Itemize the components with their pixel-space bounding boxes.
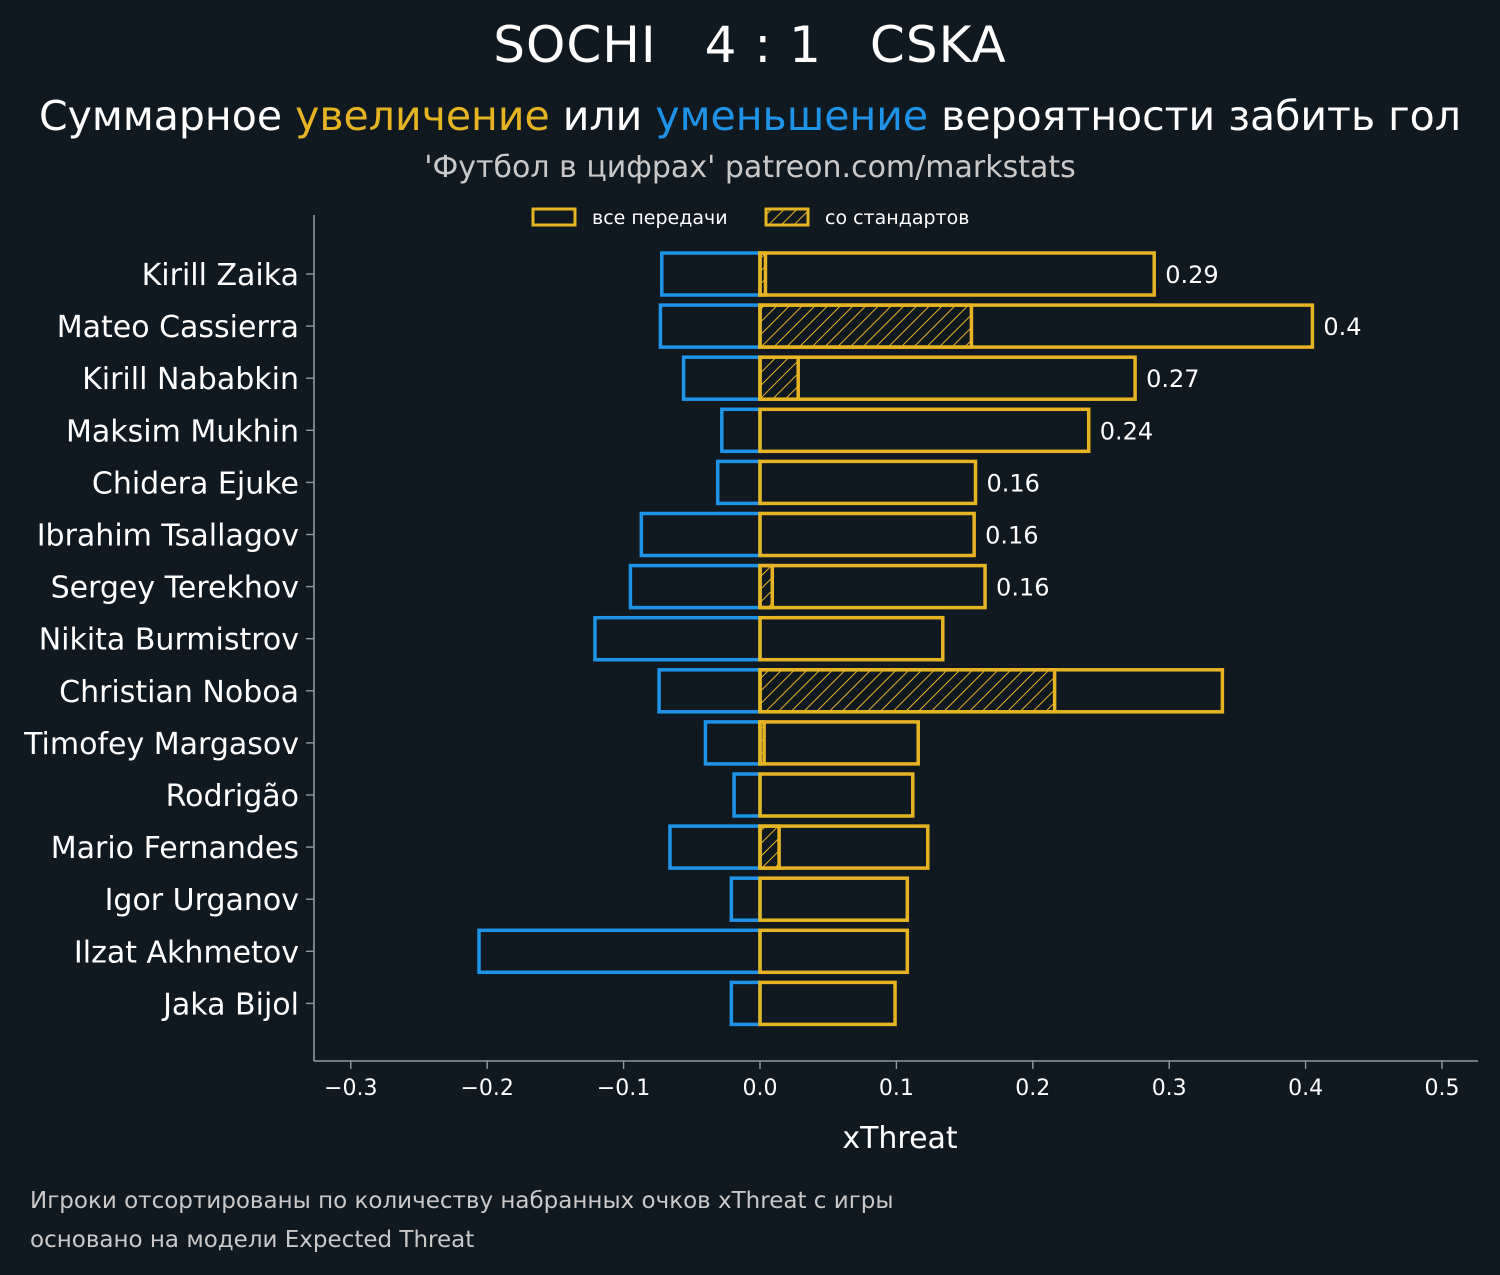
home-team: SOCHI [493, 16, 657, 74]
y-tick-label: Mario Fernandes [51, 831, 299, 866]
y-tick-label: Sergey Terekhov [51, 571, 299, 606]
bar-negative [681, 355, 762, 401]
x-tick-label: −0.1 [597, 1076, 650, 1101]
bar-positive [758, 459, 978, 506]
data-label: 0.24 [1100, 417, 1153, 445]
y-tick-label: Mateo Cassierra [57, 310, 299, 345]
subtitle-decrease: уменьшение [655, 92, 929, 140]
bar-positive [758, 876, 910, 922]
bar-positive [758, 563, 987, 610]
bar-negative [668, 824, 762, 870]
y-tick-label: Chidera Ejuke [92, 466, 299, 501]
bar-negative [720, 407, 762, 454]
bar-negative [703, 720, 762, 766]
bar-positive [758, 824, 930, 870]
data-label: 0.16 [996, 574, 1049, 602]
bar-negative [715, 459, 762, 506]
y-tick-label: Ibrahim Tsallagov [37, 519, 299, 554]
bar-positive [758, 511, 976, 558]
bar-set-piece [758, 824, 781, 870]
bar-negative [657, 668, 762, 714]
y-tick-label: Maksim Mukhin [66, 414, 299, 449]
bar-set-piece [758, 563, 775, 610]
bar-negative [660, 251, 762, 297]
x-tick-label: 0.1 [879, 1076, 914, 1101]
bar-positive [758, 928, 910, 975]
y-tick-label: Timofey Margasov [23, 727, 299, 762]
x-tick-label: −0.2 [460, 1076, 513, 1101]
x-tick-label: 0.3 [1152, 1076, 1187, 1101]
away-team: CSKA [869, 16, 1007, 74]
legend-swatch-all-passes [531, 207, 577, 227]
bar-positive [758, 615, 945, 662]
bar-negative [729, 980, 762, 1027]
bar-set-piece [758, 668, 1057, 714]
bar-positive [758, 772, 915, 818]
subtitle-increase: увеличение [295, 92, 550, 140]
axes: −0.3 −0.2 −0.1 0.0 0.1 0.2 0.3 0.4 0.5 xThreat Kir… [23, 215, 1478, 1156]
bar-positive [758, 668, 1225, 714]
chart-title: SOCHI 4 : 1 CSKA [0, 16, 1500, 74]
bar-positive [758, 720, 920, 766]
bar-positive [758, 303, 1315, 349]
data-label: 0.16 [985, 522, 1038, 550]
bar-negative [732, 772, 762, 818]
x-axis-label: xThreat [842, 1121, 958, 1156]
data-label: 0.16 [987, 469, 1040, 497]
bar-negative [477, 928, 762, 975]
bar-negative [639, 511, 762, 558]
x-tick-label: 0.5 [1425, 1076, 1460, 1101]
data-label: 0.4 [1323, 313, 1361, 341]
y-tick-label: Rodrigão [166, 779, 299, 814]
subtitle-part2: или [549, 92, 656, 140]
bar-positive [758, 251, 1156, 297]
bar-negative [593, 615, 762, 662]
x-tick-label: 0.0 [743, 1076, 778, 1101]
legend-label-set-pieces: со стандартов [825, 207, 969, 229]
bar-negative [729, 876, 762, 922]
data-label: 0.27 [1146, 365, 1199, 393]
y-tick-label: Ilzat Akhmetov [74, 935, 299, 970]
y-tick-label: Nikita Burmistrov [39, 623, 299, 658]
bar-positive [758, 355, 1137, 401]
bars: 0.29 0.4 0.27 0.24 0.16 0.16 0.16 [477, 251, 1362, 1027]
y-tick-label: Kirill Zaika [142, 258, 299, 293]
bar-set-piece [758, 355, 800, 401]
y-tick-label: Jaka Bijol [161, 987, 299, 1022]
bar-negative [628, 563, 762, 610]
chart-subtitle: Суммарное увеличение или уменьшение веро… [0, 92, 1500, 140]
legend: все передачи со стандартов [531, 207, 969, 229]
footnote-sorting: Игроки отсортированы по количеству набра… [30, 1188, 894, 1214]
y-tick-label: Kirill Nababkin [82, 362, 299, 397]
x-tick-label: 0.4 [1288, 1076, 1323, 1101]
score: 4 : 1 [704, 16, 822, 74]
footnote-model: основано на модели Expected Threat [30, 1227, 475, 1253]
source-credit: 'Футбол в цифрах' patreon.com/markstats [424, 150, 1076, 185]
bar-negative [658, 303, 762, 349]
legend-label-all-passes: все передачи [592, 207, 728, 229]
subtitle-part3: вероятности забить гол [928, 92, 1461, 140]
data-label: 0.29 [1165, 261, 1218, 289]
bar-positive [758, 407, 1091, 454]
bar-positive [758, 980, 897, 1027]
legend-swatch-set-pieces [764, 207, 810, 227]
y-tick-label: Christian Noboa [59, 675, 299, 710]
x-tick-label: 0.2 [1015, 1076, 1050, 1101]
y-tick-label: Igor Urganov [105, 883, 299, 918]
bar-set-piece [758, 303, 974, 349]
subtitle-part1: Суммарное [39, 92, 296, 140]
x-tick-label: −0.3 [324, 1076, 377, 1101]
